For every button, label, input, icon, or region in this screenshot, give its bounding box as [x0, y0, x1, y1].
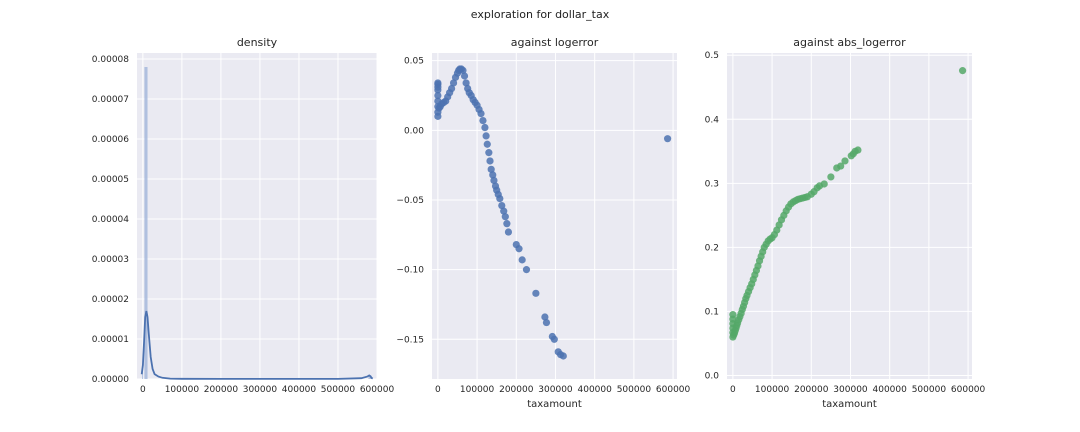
scatter-point	[559, 352, 567, 360]
x-tick-label: 0	[435, 385, 441, 395]
y-tick-label: −0.10	[396, 266, 424, 276]
x-axis-label: taxamount	[527, 399, 582, 410]
y-tick-label: 0.3	[705, 179, 719, 189]
x-tick-label: 100000	[165, 385, 200, 395]
x-tick-label: 300000	[538, 385, 573, 395]
scatter-point	[481, 123, 489, 132]
scatter-point	[498, 201, 506, 210]
x-tick-label: 400000	[578, 385, 613, 395]
y-tick-label: 0.00008	[92, 55, 129, 65]
scatter-point	[486, 157, 494, 165]
kde-line	[140, 310, 374, 380]
x-axis-label: taxamount	[822, 399, 877, 410]
scatter-point	[958, 67, 967, 75]
x-tick-label: 400000	[282, 385, 317, 395]
y-tick-label: 0.2	[705, 243, 719, 253]
panel-title: against abs_logerror	[793, 36, 906, 49]
y-tick-label: −0.15	[396, 335, 424, 345]
plot-background	[727, 53, 972, 379]
x-tick-label: 200000	[204, 385, 239, 395]
y-tick-label: 0.05	[404, 57, 424, 67]
y-tick-label: 0.00001	[92, 335, 129, 345]
scatter-point	[483, 140, 491, 148]
x-tick-label: 600000	[951, 385, 986, 395]
scatter-point	[477, 110, 485, 118]
scatter-point	[482, 132, 490, 140]
x-tick-label: 100000	[755, 385, 790, 395]
y-tick-label: 0.1	[705, 307, 719, 317]
scatter-point	[448, 84, 456, 93]
scatter-point	[462, 79, 470, 87]
scatter-point	[841, 157, 849, 165]
x-tick-label: 500000	[617, 385, 652, 395]
scatter-point	[532, 289, 540, 297]
x-tick-label: 600000	[360, 385, 395, 395]
panel-title: density	[237, 36, 278, 49]
y-tick-label: 0.00003	[92, 255, 129, 265]
scatter-point	[487, 165, 495, 173]
x-tick-label: 300000	[833, 385, 868, 395]
x-tick-label: 0	[140, 385, 146, 395]
scatter-point	[489, 171, 497, 179]
scatter-point	[490, 176, 498, 185]
scatter-point	[827, 173, 835, 181]
figure-suptitle: exploration for dollar_tax	[471, 8, 610, 21]
x-tick-label: 600000	[656, 385, 691, 395]
x-tick-label: 300000	[243, 385, 278, 395]
y-tick-label: 0.4	[705, 115, 720, 125]
x-tick-label: 0	[730, 385, 736, 395]
y-tick-label: 0.00007	[92, 95, 129, 105]
panel-1: 0 100000 200000 300000 400000 500000 600000 0.0…	[92, 36, 395, 395]
x-tick-label: 500000	[912, 385, 947, 395]
panel-title: against logerror	[511, 36, 599, 49]
scatter-point	[434, 91, 442, 100]
scatter-point	[518, 256, 526, 264]
x-tick-label: 100000	[460, 385, 495, 395]
scatter-point	[522, 266, 531, 274]
y-tick-label: −0.05	[396, 196, 424, 206]
scatter-point	[541, 313, 549, 321]
x-tick-label: 200000	[499, 385, 534, 395]
scatter-point	[500, 207, 508, 215]
scatter-point	[501, 213, 509, 221]
scatter-point	[550, 335, 558, 343]
scatter-point	[485, 149, 493, 157]
scatter-point	[542, 318, 551, 327]
histogram-bar	[144, 67, 148, 379]
scatter-point	[496, 194, 504, 203]
scatter-point	[854, 146, 862, 154]
scatter-point	[663, 135, 672, 143]
scatter-point	[837, 162, 845, 170]
scatter-point	[479, 116, 487, 125]
scatter-point	[820, 180, 828, 188]
scatter-point	[459, 66, 467, 75]
y-tick-label: 0.5	[705, 51, 719, 61]
y-tick-label: 0.00004	[92, 215, 129, 225]
y-tick-label: 0.0	[705, 371, 720, 381]
plot-background	[137, 53, 377, 379]
scatter-point	[504, 228, 513, 236]
y-tick-label: 0.00002	[92, 295, 129, 305]
y-tick-label: 0.00	[404, 126, 424, 136]
scatter-point	[449, 79, 458, 87]
x-tick-label: 200000	[794, 385, 829, 395]
panel-3: 0 100000 200000 300000 400000 500000 600000 0.0…	[705, 36, 986, 410]
scatter-point	[503, 220, 511, 228]
y-tick-label: 0.00006	[92, 135, 129, 145]
plot-background	[432, 53, 677, 379]
x-tick-label: 400000	[873, 385, 908, 395]
x-tick-label: 500000	[321, 385, 356, 395]
scatter-point	[515, 245, 523, 253]
panel-2: 0 100000 200000 300000 400000 500000 600000 −0.…	[396, 36, 690, 410]
y-tick-label: 0.00005	[92, 175, 129, 185]
histogram-bar	[368, 375, 372, 379]
scatter-point	[434, 83, 442, 91]
scatter-point	[434, 112, 442, 120]
y-tick-label: 0.00000	[92, 375, 129, 385]
scatter-point	[460, 72, 469, 80]
